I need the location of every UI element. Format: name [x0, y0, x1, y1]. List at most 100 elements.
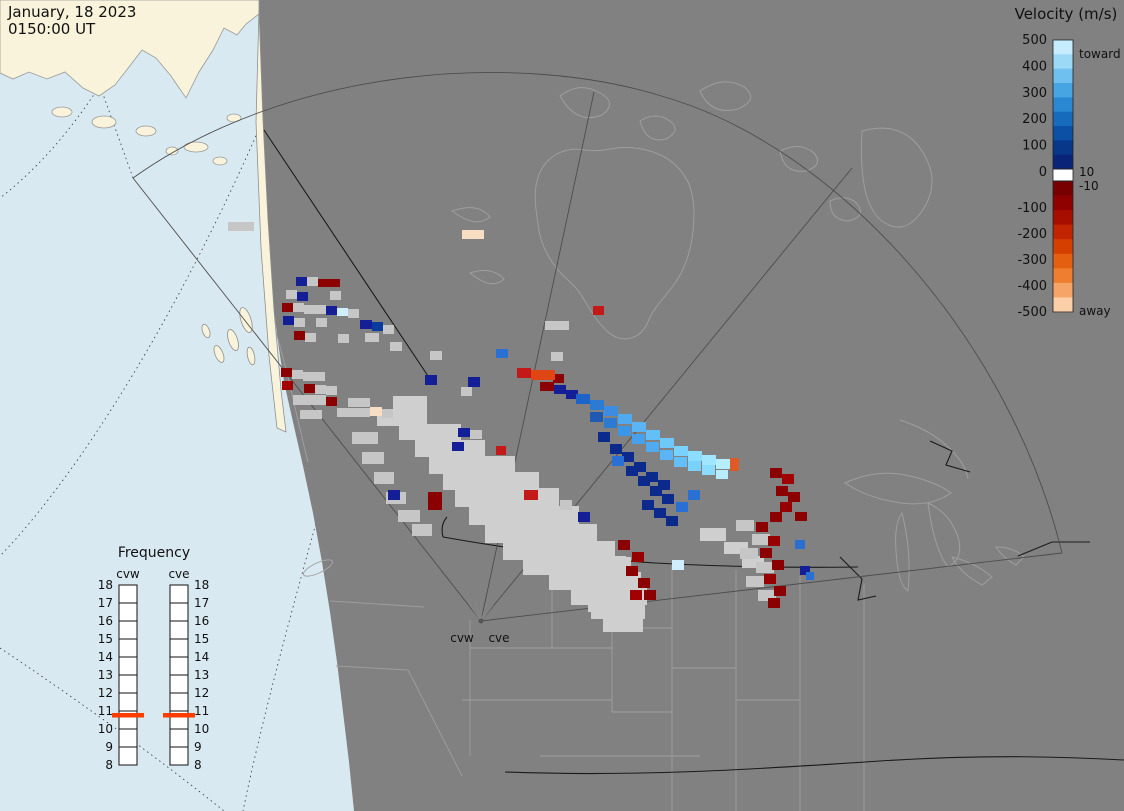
velocity-cell — [330, 291, 341, 300]
velocity-cell — [776, 486, 788, 496]
velocity-cell — [688, 490, 700, 500]
velocity-cell — [674, 446, 688, 456]
velocity-cell — [545, 321, 569, 330]
minus-ten-label: -10 — [1079, 179, 1099, 193]
colorbar-tick-label: -200 — [1017, 227, 1047, 242]
velocity-cell — [286, 290, 297, 299]
velocity-cell — [676, 502, 688, 512]
velocity-cell — [576, 394, 590, 404]
frequency-tick-label: 10 — [194, 722, 209, 736]
velocity-cell — [603, 618, 643, 632]
velocity-cell — [297, 292, 308, 301]
colorbar-segment-away — [1053, 283, 1073, 298]
velocity-cell — [338, 334, 349, 343]
velocity-cell — [540, 382, 554, 391]
velocity-cell — [660, 438, 674, 448]
map-canvas: cvw cve 5004003002001000-100-200-300-400… — [0, 0, 1124, 811]
colorbar-tick-label: 400 — [1022, 59, 1047, 74]
velocity-cell — [360, 320, 372, 329]
colorbar-segment-toward — [1053, 83, 1073, 98]
frequency-tick-label: 9 — [105, 740, 113, 754]
velocity-cell — [768, 536, 780, 546]
velocity-cell — [626, 566, 638, 576]
frequency-tick-label: 16 — [98, 614, 113, 628]
frequency-tick-label: 14 — [98, 650, 113, 664]
velocity-cell — [788, 492, 800, 502]
toward-label: toward — [1079, 47, 1121, 61]
velocity-cell — [612, 456, 624, 466]
velocity-cell — [399, 424, 461, 440]
frequency-tick-label: 13 — [194, 668, 209, 682]
velocity-cell — [337, 408, 370, 417]
velocity-cell — [795, 512, 807, 521]
frequency-tick-label: 12 — [98, 686, 113, 700]
velocity-cell — [642, 500, 654, 510]
velocity-cell — [415, 440, 485, 457]
velocity-cell — [740, 548, 758, 559]
velocity-cell — [443, 472, 539, 490]
velocity-cell — [662, 494, 674, 504]
frequency-tick-label: 8 — [194, 758, 202, 772]
frequency-tick-label: 17 — [194, 596, 209, 610]
map-land-area — [259, 0, 1124, 811]
velocity-cell — [304, 384, 315, 393]
colorbar-segment-toward — [1053, 54, 1073, 69]
velocity-cell — [551, 352, 563, 361]
radar-label-cvw: cvw — [450, 631, 474, 645]
velocity-cell — [736, 520, 754, 531]
velocity-cell — [782, 474, 794, 484]
colorbar-segment-toward — [1053, 97, 1073, 112]
velocity-cell — [756, 562, 774, 573]
velocity-cell — [593, 306, 604, 315]
velocity-cell — [315, 385, 326, 394]
velocity-cell — [618, 426, 631, 436]
velocity-cell — [672, 560, 684, 570]
velocity-cell — [348, 398, 370, 407]
colorbar-tick-label: 100 — [1022, 139, 1047, 154]
frequency-tick-label: 17 — [98, 596, 113, 610]
velocity-cell — [770, 468, 782, 478]
frequency-tick-label: 12 — [194, 686, 209, 700]
colorbar-segment-away — [1053, 268, 1073, 283]
velocity-cell — [452, 442, 464, 451]
velocity-cell — [282, 303, 293, 312]
colorbar-segment-away — [1053, 196, 1073, 211]
velocity-cell — [300, 410, 322, 419]
velocity-cell — [428, 492, 442, 510]
velocity-cell — [590, 412, 603, 422]
frequency-tick-label: 13 — [98, 668, 113, 682]
frequency-tick-label: 11 — [98, 704, 113, 718]
plus-ten-label: 10 — [1079, 165, 1094, 179]
velocity-cell — [228, 222, 254, 231]
velocity-cell — [292, 370, 303, 379]
velocity-cell — [560, 500, 572, 510]
velocity-cell — [281, 368, 292, 377]
colorbar-tick-label: -100 — [1017, 201, 1047, 216]
velocity-cell — [588, 600, 606, 612]
velocity-cell — [390, 342, 402, 351]
colorbar-segment-toward — [1053, 140, 1073, 155]
velocity-legend-title: Velocity (m/s) — [1015, 5, 1118, 23]
velocity-cell — [590, 400, 604, 410]
velocity-cell — [688, 451, 702, 461]
velocity-cell — [752, 534, 770, 545]
frequency-legend-title: Frequency — [118, 545, 190, 561]
velocity-cell — [632, 422, 646, 432]
velocity-cell — [383, 325, 394, 334]
velocity-cell — [666, 516, 678, 526]
frequency-tick-label: 10 — [98, 722, 113, 736]
velocity-cell — [455, 488, 559, 507]
velocity-cell — [598, 432, 610, 442]
velocity-cell — [462, 230, 484, 239]
velocity-cell — [318, 279, 340, 287]
velocity-cell — [772, 560, 784, 570]
velocity-cell — [294, 318, 305, 327]
colorbar-zero-gap — [1053, 169, 1073, 181]
velocity-cell — [352, 432, 378, 444]
velocity-cell — [770, 512, 782, 522]
colorbar-segment-toward — [1053, 112, 1073, 127]
velocity-cell — [780, 502, 792, 512]
velocity-cell — [578, 512, 590, 522]
velocity-cell — [654, 508, 666, 518]
velocity-cell — [304, 305, 326, 314]
